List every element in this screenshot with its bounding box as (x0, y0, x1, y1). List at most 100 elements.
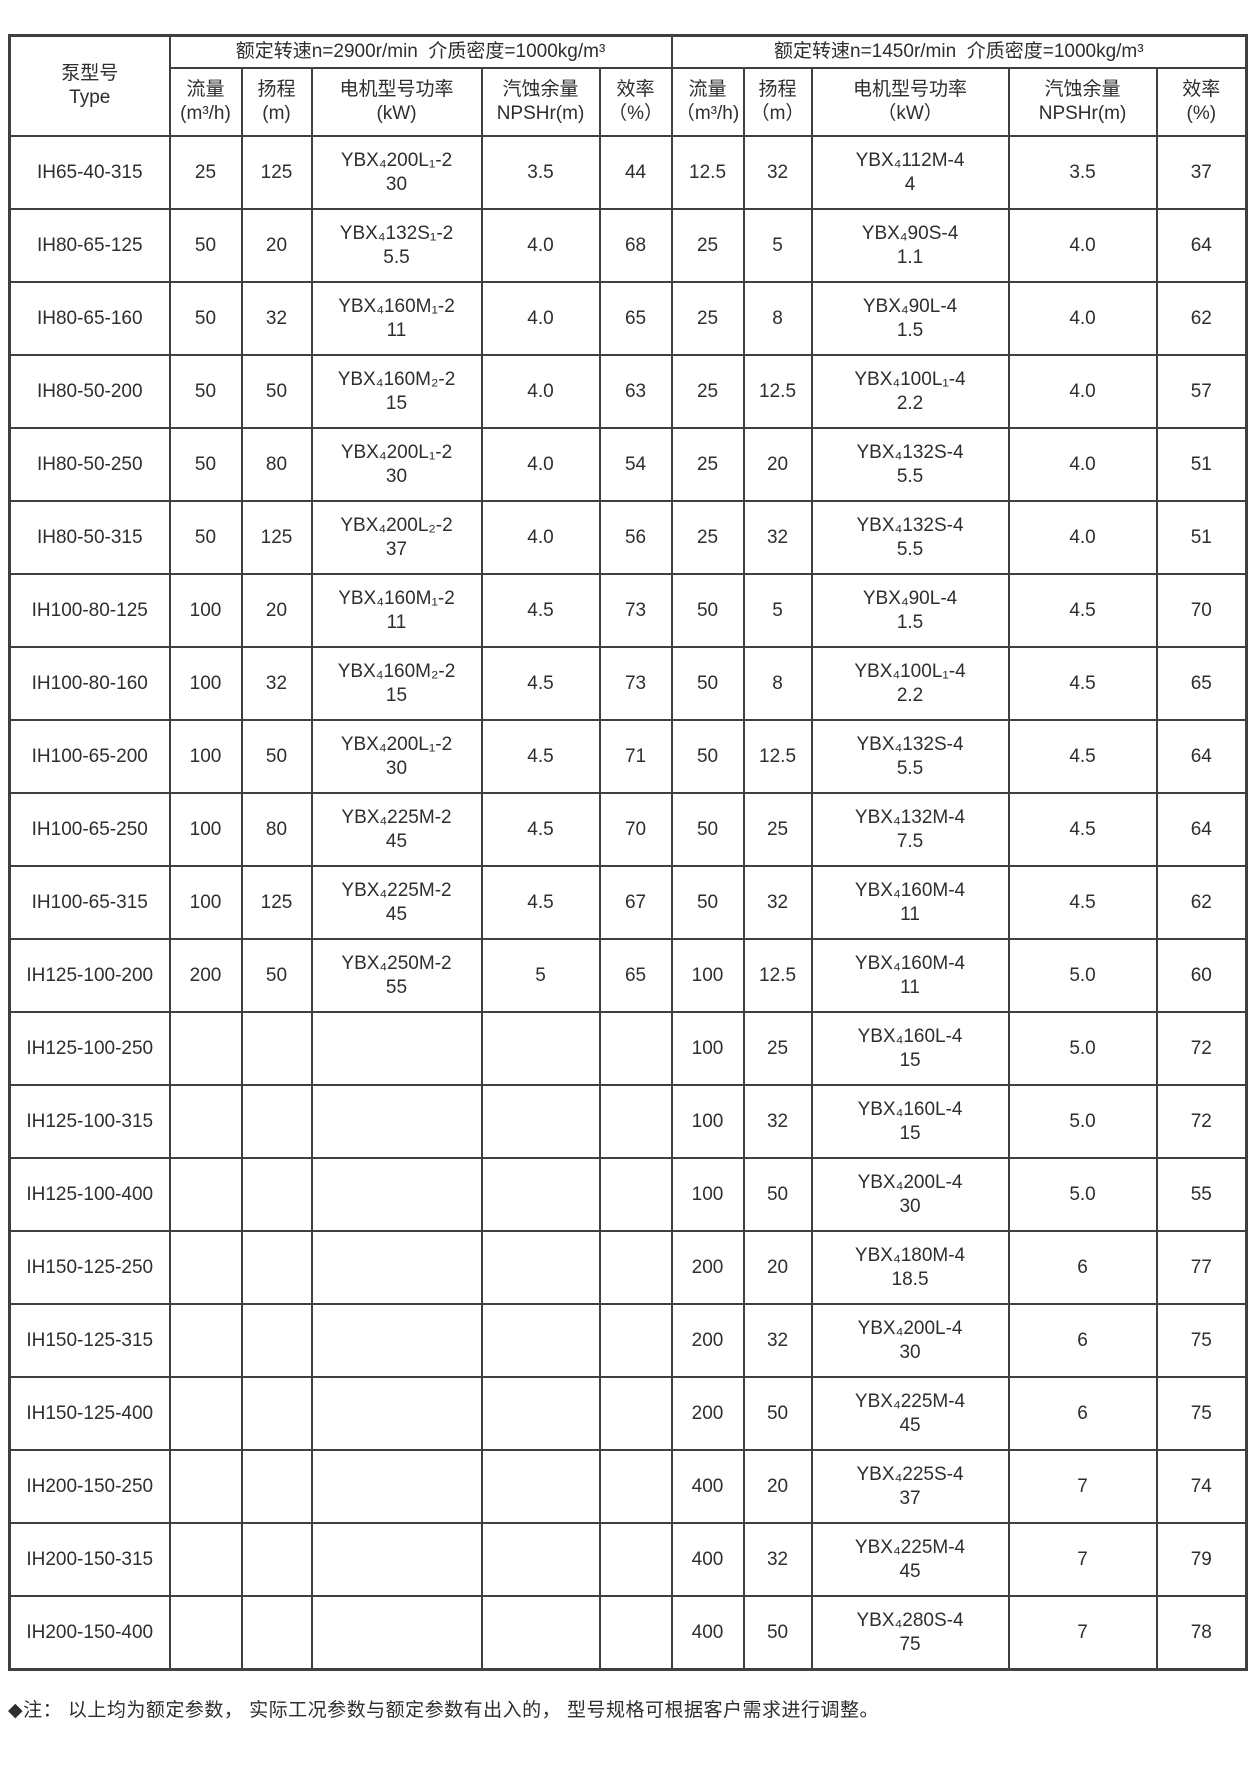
efficiency-1450-cell: 72 (1155, 1011, 1248, 1086)
npshr-2900-cell (480, 1595, 601, 1671)
npshr-1450-cell: 6 (1007, 1303, 1158, 1378)
npshr-2900-cell (480, 1449, 601, 1524)
head-1450-cell: 12.5 (742, 719, 813, 794)
motor-1450-cell: YBX₄132S-4 5.5 (810, 500, 1010, 575)
motor-1450-cell: YBX₄90L-4 1.5 (810, 573, 1010, 648)
pump-type-column-header: 泵型号 Type (8, 34, 171, 137)
motor-2900-cell: YBX₄160M₂-2 15 (310, 646, 483, 721)
motor-1450-cell: YBX₄100L₁-4 2.2 (810, 354, 1010, 429)
efficiency-1450-cell: 62 (1155, 865, 1248, 940)
npshr-2900-cell: 4.5 (480, 792, 601, 867)
npshr-2900-cell (480, 1157, 601, 1232)
efficiency-2900-cell (598, 1376, 673, 1451)
subcolumn-header-1450: 电机型号功率 （kW） (810, 67, 1010, 137)
head-2900-cell: 50 (240, 719, 313, 794)
flow-1450-cell: 100 (670, 1084, 745, 1159)
efficiency-1450-cell: 51 (1155, 427, 1248, 502)
motor-2900-cell (310, 1084, 483, 1159)
efficiency-2900-cell (598, 1449, 673, 1524)
pump-type-cell: IH80-50-200 (8, 354, 171, 429)
head-2900-cell: 80 (240, 427, 313, 502)
head-2900-cell (240, 1595, 313, 1671)
subcolumn-header-1450: 流量 （m³/h) (670, 67, 745, 137)
efficiency-2900-cell: 71 (598, 719, 673, 794)
flow-1450-cell: 12.5 (670, 135, 745, 210)
head-1450-cell: 50 (742, 1157, 813, 1232)
table-body: IH65-40-315 25 125 YBX₄200L₁-2 30 3.5 44 12.5 3… (8, 135, 1248, 1671)
npshr-2900-cell: 4.5 (480, 719, 601, 794)
npshr-1450-cell: 4.0 (1007, 281, 1158, 356)
pump-type-cell: IH80-65-160 (8, 281, 171, 356)
npshr-1450-cell: 4.0 (1007, 427, 1158, 502)
pump-type-cell: IH125-100-200 (8, 938, 171, 1013)
table-row: IH80-50-315 50 125 YBX₄200L₂-2 37 4.0 56 25 32 Y… (8, 500, 1248, 575)
efficiency-2900-cell (598, 1230, 673, 1305)
efficiency-1450-cell: 72 (1155, 1084, 1248, 1159)
motor-2900-cell (310, 1376, 483, 1451)
flow-2900-cell: 25 (168, 135, 243, 210)
head-1450-cell: 32 (742, 1084, 813, 1159)
flow-1450-cell: 50 (670, 792, 745, 867)
efficiency-2900-cell: 73 (598, 573, 673, 648)
efficiency-1450-cell: 78 (1155, 1595, 1248, 1671)
flow-1450-cell: 25 (670, 500, 745, 575)
flow-1450-cell: 400 (670, 1522, 745, 1597)
motor-2900-cell: YBX₄200L₁-2 30 (310, 427, 483, 502)
npshr-2900-cell: 3.5 (480, 135, 601, 210)
motor-1450-cell: YBX₄90S-4 1.1 (810, 208, 1010, 283)
pump-type-cell: IH200-150-250 (8, 1449, 171, 1524)
npshr-1450-cell: 6 (1007, 1376, 1158, 1451)
head-1450-cell: 32 (742, 135, 813, 210)
flow-2900-cell: 100 (168, 865, 243, 940)
flow-1450-cell: 100 (670, 1011, 745, 1086)
table-row: IH100-65-200 100 50 YBX₄200L₁-2 30 4.5 71 50 12… (8, 719, 1248, 794)
table-row: IH125-100-400 100 50 YBX₄200L-4 30 5.0 55 (8, 1157, 1248, 1232)
subcolumn-header-2900: 效率 （%） (598, 67, 673, 137)
motor-2900-cell: YBX₄225M-2 45 (310, 865, 483, 940)
flow-2900-cell: 50 (168, 500, 243, 575)
flow-2900-cell (168, 1376, 243, 1451)
head-1450-cell: 25 (742, 1011, 813, 1086)
table-row: IH200-150-250 400 20 YBX₄225S-4 37 7 74 (8, 1449, 1248, 1524)
motor-1450-cell: YBX₄132S-4 5.5 (810, 427, 1010, 502)
flow-1450-cell: 200 (670, 1230, 745, 1305)
npshr-2900-cell: 4.5 (480, 573, 601, 648)
table-row: IH80-65-160 50 32 YBX₄160M₁-2 11 4.0 65 25 8 YBX… (8, 281, 1248, 356)
pump-type-cell: IH100-80-160 (8, 646, 171, 721)
pump-type-cell: IH125-100-250 (8, 1011, 171, 1086)
npshr-2900-cell: 4.0 (480, 500, 601, 575)
subcolumn-header-1450: 扬程 （m） (742, 67, 813, 137)
subcolumn-header-2900: 电机型号功率 (kW) (310, 67, 483, 137)
pump-type-cell: IH80-65-125 (8, 208, 171, 283)
npshr-2900-cell: 4.0 (480, 281, 601, 356)
flow-2900-cell: 50 (168, 354, 243, 429)
npshr-2900-cell: 5 (480, 938, 601, 1013)
npshr-1450-cell: 4.5 (1007, 865, 1158, 940)
npshr-1450-cell: 7 (1007, 1449, 1158, 1524)
efficiency-2900-cell: 54 (598, 427, 673, 502)
footnote: ◆注： 以上均为额定参数， 实际工况参数与额定参数有出入的， 型号规格可根据客户… (8, 1700, 879, 1721)
motor-1450-cell: YBX₄225M-4 45 (810, 1376, 1010, 1451)
npshr-1450-cell: 5.0 (1007, 1157, 1158, 1232)
flow-2900-cell: 100 (168, 792, 243, 867)
flow-2900-cell (168, 1449, 243, 1524)
npshr-1450-cell: 4.0 (1007, 208, 1158, 283)
table-row: IH80-50-250 50 80 YBX₄200L₁-2 30 4.0 54 25 20 YB… (8, 427, 1248, 502)
pump-type-cell: IH100-65-315 (8, 865, 171, 940)
group-header-1450rpm: 额定转速n=1450r/min 介质密度=1000kg/m³ (670, 34, 1248, 69)
flow-2900-cell: 50 (168, 427, 243, 502)
pump-type-cell: IH100-80-125 (8, 573, 171, 648)
motor-2900-cell: YBX₄160M₁-2 11 (310, 573, 483, 648)
table-row: IH80-50-200 50 50 YBX₄160M₂-2 15 4.0 63 25 12.5… (8, 354, 1248, 429)
flow-2900-cell: 200 (168, 938, 243, 1013)
flow-2900-cell (168, 1084, 243, 1159)
efficiency-1450-cell: 75 (1155, 1303, 1248, 1378)
table-row: IH200-150-400 400 50 YBX₄280S-4 75 7 78 (8, 1595, 1248, 1671)
npshr-1450-cell: 4.0 (1007, 500, 1158, 575)
pump-type-cell: IH150-125-250 (8, 1230, 171, 1305)
head-2900-cell: 50 (240, 354, 313, 429)
efficiency-2900-cell: 63 (598, 354, 673, 429)
subcolumn-header-2900: 扬程 (m) (240, 67, 313, 137)
pump-type-cell: IH100-65-250 (8, 792, 171, 867)
flow-2900-cell (168, 1011, 243, 1086)
